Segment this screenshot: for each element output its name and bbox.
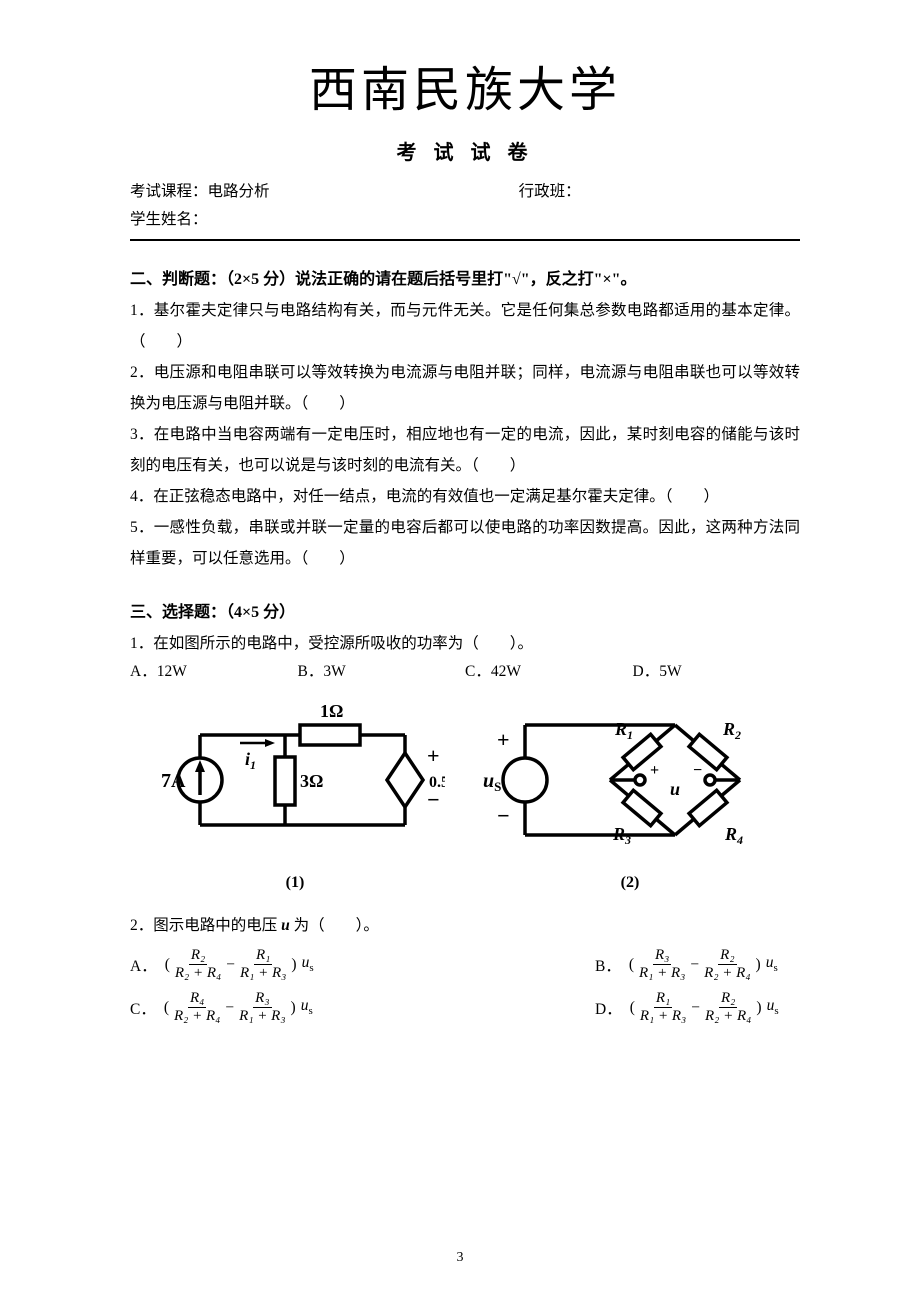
fig1-plus: + [427,743,440,768]
figure-2-wrap: + − uS R1 R2 R3 R4 + − u (2) [475,695,785,892]
s3-q2-stem: 2．图示电路中的电压 u 为（ ）。 [130,910,800,941]
section-3-title: 三、选择题：（4×5 分） [130,598,800,622]
fig1-caption: (1) [145,874,445,892]
exam-paper-title: 考 试 试 卷 [130,136,800,165]
opt-b-label: B． [595,954,621,976]
s3-q1-stem: 1．在如图所示的电路中，受控源所吸收的功率为（ ）。 [130,628,800,659]
s3-q1-choices: A．12W B．3W C．42W D．5W [130,659,800,681]
d-n2: R₂ [721,990,735,1006]
fig2-u-plus: + [650,762,659,779]
s3-q2-u: u [281,917,290,934]
student-name-label: 学生姓名： [130,207,208,229]
b-d1: R₁ + R₃ [639,965,685,981]
fig1-7a-label: 7A [161,770,186,792]
d-d1: R₁ + R₃ [640,1008,686,1024]
a-n1: R₂ [191,947,205,963]
s2-q2: 2．电压源和电阻串联可以等效转换为电流源与电阻并联；同样，电流源与电阻串联也可以… [130,357,800,419]
a-d2: R₁ + R₃ [240,965,286,981]
fig1-3ohm-label: 3Ω [300,771,323,791]
course-name: 电路分析 [208,183,270,200]
fig2-minus: − [497,803,510,828]
s2-q5: 5．一感性负载，串联或并联一定量的电容后都可以使电路的功率因数提高。因此，这两种… [130,512,800,574]
fig2-r3: R3 [612,824,631,847]
fig2-caption: (2) [475,874,785,892]
fig2-us-label: uS [483,770,501,794]
meta-row-2: 学生姓名： [130,207,800,229]
c-d1: R₂ + R₄ [174,1008,220,1024]
opt-c: C． ( R₄R₂ + R₄ − R₃R₁ + R₃ )us [130,990,465,1025]
c-n2: R₃ [255,990,269,1006]
s3-q2-options: A． ( R₂R₂ + R₄ − R₁R₁ + R₃ )us B． ( R₃R₁… [130,947,800,1025]
fig2-r2: R2 [722,719,741,742]
s3-q2-suffix: 为（ ）。 [290,917,379,934]
opt-d-label: D． [595,997,622,1019]
s2-q3: 3．在电路中当电容两端有一定电压时，相应地也有一定的电流，因此，某时刻电容的储能… [130,419,800,481]
opt-c-label: C． [130,997,156,1019]
figures-row: 7A 1Ω 3Ω i1 + − 0.5i1 (1) [130,695,800,892]
opt-b: B． ( R₃R₁ + R₃ − R₂R₂ + R₄ )us [465,947,800,982]
fig2-plus: + [497,727,510,752]
opt-a: A． ( R₂R₂ + R₄ − R₁R₁ + R₃ )us [130,947,465,982]
fig2-r1: R1 [614,719,633,742]
c-n1: R₄ [190,990,204,1006]
opt-a-label: A． [130,954,157,976]
b-d2: R₂ + R₄ [704,965,750,981]
c-d2: R₁ + R₃ [239,1008,285,1024]
fig2-u-label: u [670,779,680,799]
section-2-title: 二、判断题：（2×5 分）说法正确的请在题后括号里打"√"，反之打"×"。 [130,265,800,289]
university-name: 西南民族大学 [130,50,800,120]
b-n2: R₂ [720,947,734,963]
d-n1: R₁ [656,990,670,1006]
circuit-figure-1: 7A 1Ω 3Ω i1 + − 0.5i1 [145,695,445,865]
s3-q1-c: C．42W [465,659,633,681]
b-n1: R₃ [655,947,669,963]
s2-q4: 4．在正弦稳态电路中，对任一结点，电流的有效值也一定满足基尔霍夫定律。（ ） [130,481,800,512]
s3-q1-d: D．5W [633,659,801,681]
meta-row-1: 考试课程：电路分析 行政班： [130,179,800,201]
opt-d: D． ( R₁R₁ + R₃ − R₂R₂ + R₄ )us [465,990,800,1025]
course-label: 考试课程： [130,183,208,200]
a-n2: R₁ [256,947,270,963]
circuit-figure-2: + − uS R1 R2 R3 R4 + − u [475,695,785,865]
header-divider [130,239,800,241]
fig1-i1-label: i1 [245,749,256,772]
class-label: 行政班： [519,179,581,201]
s3-q1-a: A．12W [130,659,298,681]
a-d1: R₂ + R₄ [175,965,221,981]
page-number: 3 [457,1250,464,1266]
fig2-u-minus: − [693,762,702,779]
s3-q2-prefix: 2．图示电路中的电压 [130,917,281,934]
d-d2: R₂ + R₄ [705,1008,751,1024]
s3-q1-b: B．3W [298,659,466,681]
fig1-1ohm-label: 1Ω [320,701,343,721]
s2-q1: 1．基尔霍夫定律只与电路结构有关，而与元件无关。它是任何集总参数电路都适用的基本… [130,295,800,357]
fig2-r4: R4 [724,824,743,847]
figure-1-wrap: 7A 1Ω 3Ω i1 + − 0.5i1 (1) [145,695,445,892]
